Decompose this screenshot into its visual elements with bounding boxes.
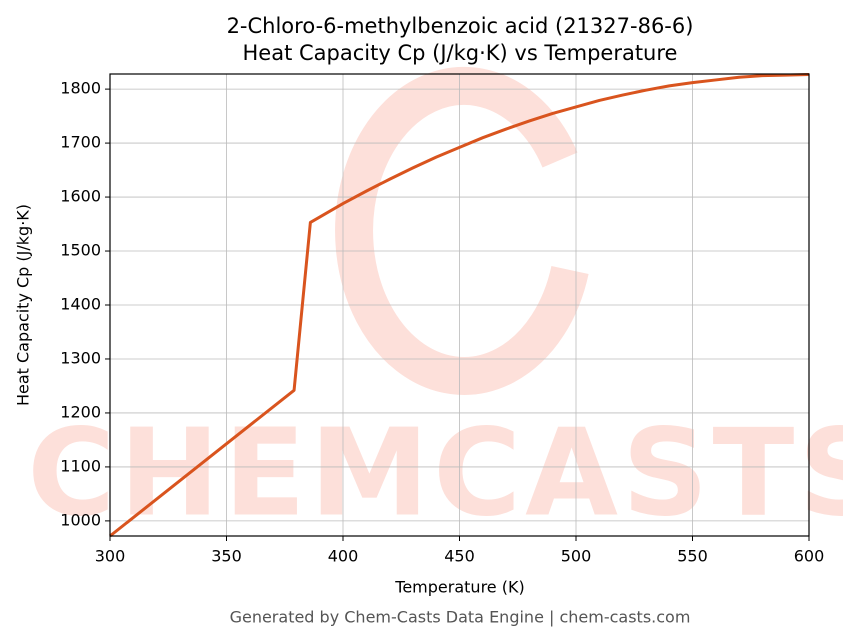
chart-title: 2-Chloro-6-methylbenzoic acid (21327-86-… <box>227 14 694 38</box>
y-tick-label: 1000 <box>60 510 101 529</box>
chart-subtitle: Heat Capacity Cp (J/kg·K) vs Temperature <box>243 41 678 65</box>
x-tick-label: 400 <box>328 547 359 566</box>
y-tick-label: 1200 <box>60 402 101 421</box>
x-tick-label: 350 <box>211 547 242 566</box>
y-tick-label: 1600 <box>60 187 101 206</box>
x-tick-label: 550 <box>677 547 708 566</box>
x-tick-label: 600 <box>794 547 825 566</box>
x-tick-label: 300 <box>95 547 126 566</box>
y-tick-label: 1800 <box>60 79 101 98</box>
y-tick-label: 1300 <box>60 348 101 367</box>
y-axis-label: Heat Capacity Cp (J/kg·K) <box>14 204 33 406</box>
footer: Generated by Chem-Casts Data Engine | ch… <box>230 608 691 627</box>
watermark: CHEMCASTS <box>27 67 843 544</box>
y-tick-label: 1100 <box>60 456 101 475</box>
x-axis-label: Temperature (K) <box>394 578 524 597</box>
watermark-logo <box>335 67 589 395</box>
watermark-text: CHEMCASTS <box>27 405 843 544</box>
x-tick-label: 500 <box>561 547 592 566</box>
y-tick-label: 1500 <box>60 241 101 260</box>
data-line <box>109 73 810 538</box>
x-tick-label: 450 <box>444 547 475 566</box>
y-tick-label: 1700 <box>60 133 101 152</box>
plot-frame <box>109 73 810 537</box>
y-tick-label: 1400 <box>60 295 101 314</box>
